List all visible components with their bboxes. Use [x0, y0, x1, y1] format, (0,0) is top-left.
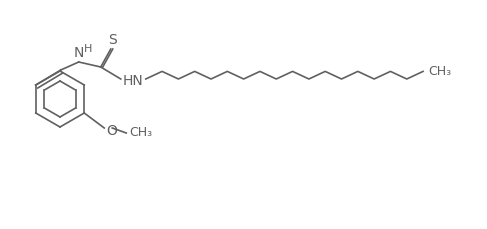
Text: HN: HN: [123, 74, 144, 88]
Text: S: S: [109, 33, 117, 47]
Text: N: N: [74, 46, 84, 60]
Text: H: H: [84, 44, 92, 54]
Text: O: O: [106, 124, 117, 138]
Text: CH₃: CH₃: [428, 65, 451, 78]
Text: CH₃: CH₃: [129, 126, 152, 139]
